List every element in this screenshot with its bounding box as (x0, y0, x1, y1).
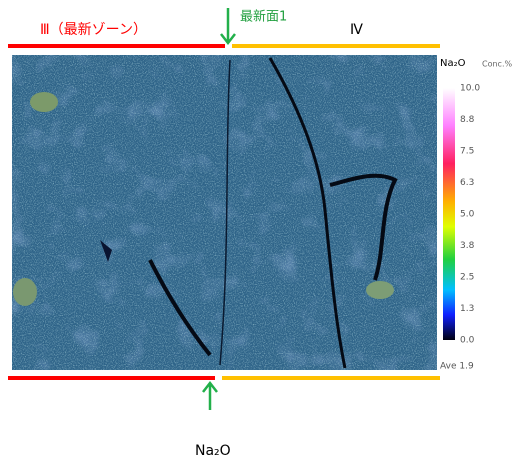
marker-label: 最新面1 (240, 9, 287, 25)
colorbar-tick: 8.8 (460, 115, 475, 125)
map-image (12, 55, 437, 370)
colorbar-tick: 5.0 (460, 210, 475, 220)
average: Ave 1.9 (440, 362, 474, 372)
zone-label: Ⅳ (350, 22, 363, 38)
colorbar-tick: 7.5 (460, 147, 474, 157)
arrow (220, 8, 236, 46)
colorbar-unit: Conc.% (482, 60, 512, 69)
colorbar-tick: 0.0 (460, 336, 475, 346)
colorbar-tick: 2.5 (460, 273, 474, 283)
colorbar-tick: 1.3 (460, 304, 474, 314)
colorbar-tick: 6.3 (460, 178, 474, 188)
colorbar (443, 88, 455, 340)
zone-label: Ⅲ（最新ゾーン） (40, 22, 147, 38)
arrow (202, 380, 218, 410)
colorbar-title: Na₂O (440, 58, 466, 69)
colorbar-tick: 10.0 (460, 84, 480, 94)
caption: Na₂O (195, 443, 231, 459)
colorbar-tick: 3.8 (460, 241, 475, 251)
